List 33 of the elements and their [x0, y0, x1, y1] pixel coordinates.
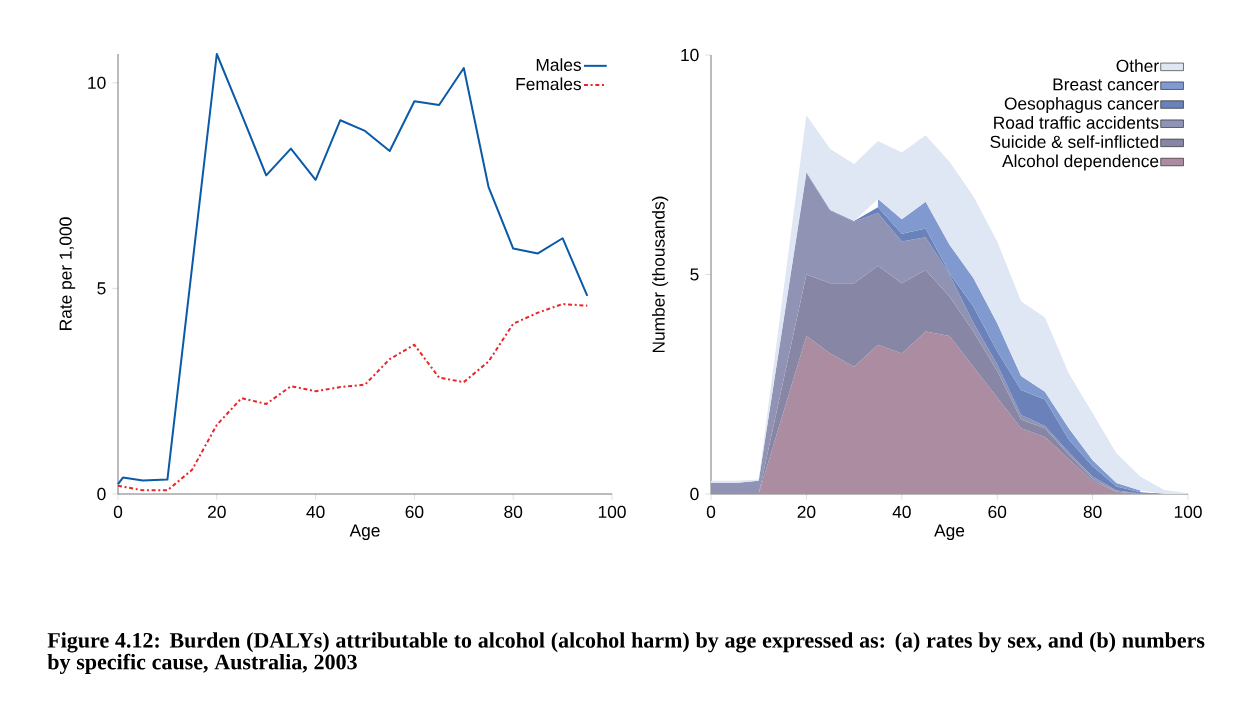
x-tick-label: 20 [208, 505, 226, 519]
x-tick-label: 100 [598, 505, 626, 519]
legend-label: Alcohol dependence [1002, 154, 1159, 171]
legend-label: Breast cancer [1053, 78, 1159, 91]
x-axis-title: Age [349, 524, 380, 541]
x-tick-label: 80 [1083, 505, 1102, 519]
y-tick-label: 0 [97, 487, 106, 501]
y-tick-label: 10 [88, 76, 106, 89]
legend-label: Males [536, 58, 582, 71]
y-tick-label: 5 [690, 268, 699, 281]
caption: Figure 4.12: Burden (DALYs) attributable to alcohol (alcohol harm) by age expressed as: (a) rates by sex, and (b) numbers by specific cause, Australia, 2003 [47, 632, 1205, 674]
legend-label: Other [1116, 59, 1159, 72]
y-tick-label: 5 [97, 282, 106, 295]
y-tick-label: 0 [690, 487, 699, 501]
line-series [117, 53, 589, 486]
x-tick-label: 0 [113, 505, 123, 519]
legend-label: Road traffic accidents [994, 116, 1159, 129]
legend-label: Females [516, 77, 582, 91]
x-tick-label: 60 [405, 505, 424, 519]
y-tick-label: 10 [681, 48, 699, 62]
x-tick-label: 100 [1174, 505, 1202, 519]
x-tick-label: 40 [306, 505, 325, 519]
x-tick-label: 40 [892, 505, 911, 519]
legend-label: Oesophagus cancer [1004, 96, 1159, 114]
y-axis-title: Number (thousands) [652, 196, 669, 353]
x-tick-label: 60 [988, 505, 1007, 519]
legend-label: Suicide & self-inflicted [990, 135, 1158, 148]
x-axis-title: Age [934, 524, 965, 541]
x-tick-label: 80 [504, 505, 523, 519]
x-tick-label: 20 [797, 505, 816, 519]
x-tick-label: 0 [706, 505, 716, 519]
line-series [117, 303, 589, 492]
y-axis-title: Rate per 1,000 [59, 217, 76, 330]
